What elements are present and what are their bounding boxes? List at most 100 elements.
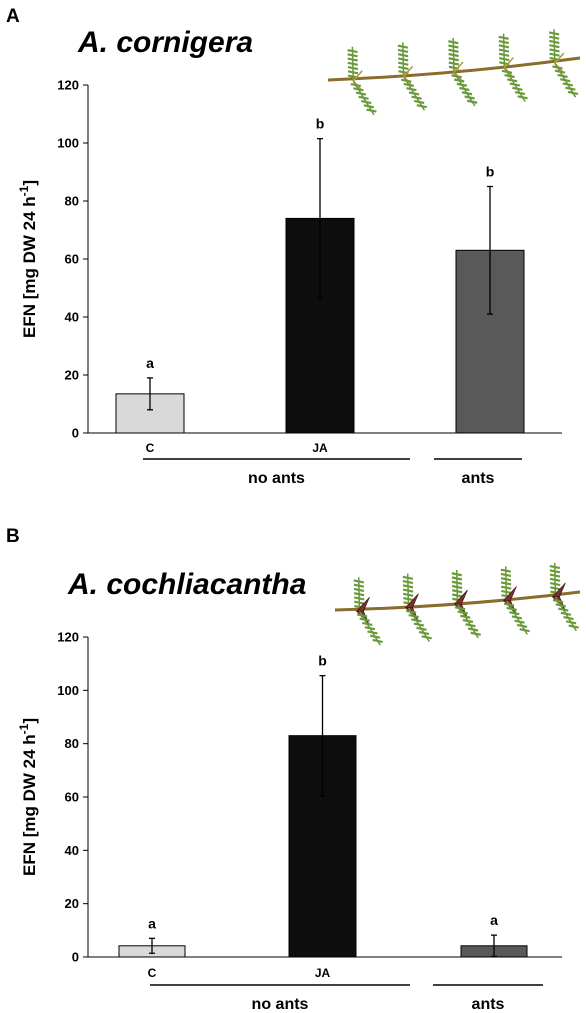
leaflet [565, 86, 576, 91]
leaflet [406, 87, 417, 92]
y-tick-label: 0 [72, 426, 79, 441]
leaflet [355, 91, 367, 96]
leaflet [397, 53, 409, 58]
leaflet [549, 569, 561, 574]
leaflet [451, 572, 463, 577]
leaflet [549, 44, 560, 49]
panel-letter: B [6, 526, 20, 547]
thorn [355, 596, 370, 612]
leaf-frond [353, 577, 365, 612]
y-axis-label: EFN [mg DW 24 h-1] [17, 718, 39, 876]
category-label: JA [315, 966, 331, 980]
panel-letter: A [6, 6, 20, 27]
leaflet [398, 61, 409, 66]
y-tick-label: 40 [65, 843, 79, 858]
leaf-frond [548, 29, 560, 64]
leaflet [454, 606, 466, 611]
y-tick-label: 40 [65, 310, 79, 325]
leaflet [464, 95, 475, 100]
leaflet [353, 579, 365, 584]
leaflet [514, 91, 526, 96]
leaflet [467, 627, 479, 632]
thorn [554, 52, 565, 64]
leaflet [509, 82, 521, 87]
panel-a: A A. cornigera 0 20 40 60 80 100 120 EFN [mg DW… [0, 0, 586, 490]
leaflet [451, 584, 463, 590]
leaflet [559, 78, 571, 83]
significance-label: a [148, 915, 156, 931]
leaflet [457, 610, 468, 615]
category-label: C [146, 441, 155, 455]
leaflet [516, 623, 528, 628]
significance-label: b [318, 653, 327, 669]
leaflet [416, 626, 427, 631]
leaflet [418, 631, 430, 636]
leaflet [353, 592, 365, 597]
leaflet [498, 40, 510, 45]
leaflet [549, 581, 561, 587]
leaf-frond [549, 562, 561, 597]
leaflet [360, 99, 372, 105]
leaflet [557, 73, 568, 79]
leaflet [451, 589, 463, 594]
y-tick-label: 100 [57, 136, 79, 151]
leaf-frond [503, 600, 530, 635]
leaflet [353, 587, 365, 593]
leaflet [402, 584, 414, 589]
species-title: A. cochliacantha [68, 568, 307, 601]
leaflet [500, 577, 512, 582]
significance-label: a [146, 355, 154, 371]
leaflet [548, 31, 560, 36]
thorn [503, 57, 514, 69]
leaf-frond [451, 71, 478, 107]
acacia-cochliacantha-branch-icon [334, 562, 581, 646]
leaf-frond [347, 46, 359, 81]
leaflet [563, 615, 574, 621]
leaflet [403, 82, 415, 87]
thorn [352, 70, 363, 82]
leaf-frond [552, 596, 579, 632]
leaflet [451, 74, 462, 79]
leaflet [519, 628, 530, 633]
leaflet [549, 573, 561, 578]
leaflet [413, 622, 425, 627]
panel-b: B A. cochliacantha 0 20 40 60 80 100 120 EFN [m… [0, 520, 586, 1010]
y-tick-label: 60 [65, 790, 79, 805]
chart-a: 0 20 40 60 80 100 120 EFN [mg DW 24 h-1] a Cb JA b n… [17, 29, 581, 487]
leaflet [503, 602, 515, 607]
leaflet [549, 52, 560, 57]
y-tick-label: 80 [65, 194, 79, 209]
leaflet [408, 614, 419, 619]
leaflet [402, 592, 414, 597]
leaflet [514, 619, 525, 624]
group-label: no ants [248, 470, 305, 487]
leaflet [470, 631, 481, 636]
leaflet [452, 593, 463, 598]
leaflet [397, 44, 409, 49]
leaflet [347, 53, 358, 58]
acacia-cornigera-branch-icon [327, 29, 581, 116]
leaflet [403, 597, 414, 602]
leaflet [402, 575, 414, 580]
leaflet [552, 598, 564, 604]
thorn [403, 65, 414, 77]
leaflet [354, 600, 365, 605]
y-tick-label: 0 [72, 950, 79, 965]
leaflet [448, 61, 460, 66]
group-label: ants [472, 996, 505, 1010]
leaflet [552, 65, 563, 70]
leaflet [451, 576, 463, 581]
leaflet [501, 589, 512, 594]
leaflet [408, 91, 420, 96]
leaflet [549, 564, 561, 570]
leaf-frond [405, 607, 432, 642]
leaf-frond [501, 67, 528, 102]
leaflet [421, 635, 432, 640]
leaf-frond [448, 37, 460, 73]
category-label: C [148, 966, 157, 980]
bar-JA [285, 217, 355, 434]
leaflet [498, 44, 510, 49]
category-label: JA [312, 441, 328, 455]
leaflet [498, 48, 510, 53]
leaflet [498, 57, 510, 62]
